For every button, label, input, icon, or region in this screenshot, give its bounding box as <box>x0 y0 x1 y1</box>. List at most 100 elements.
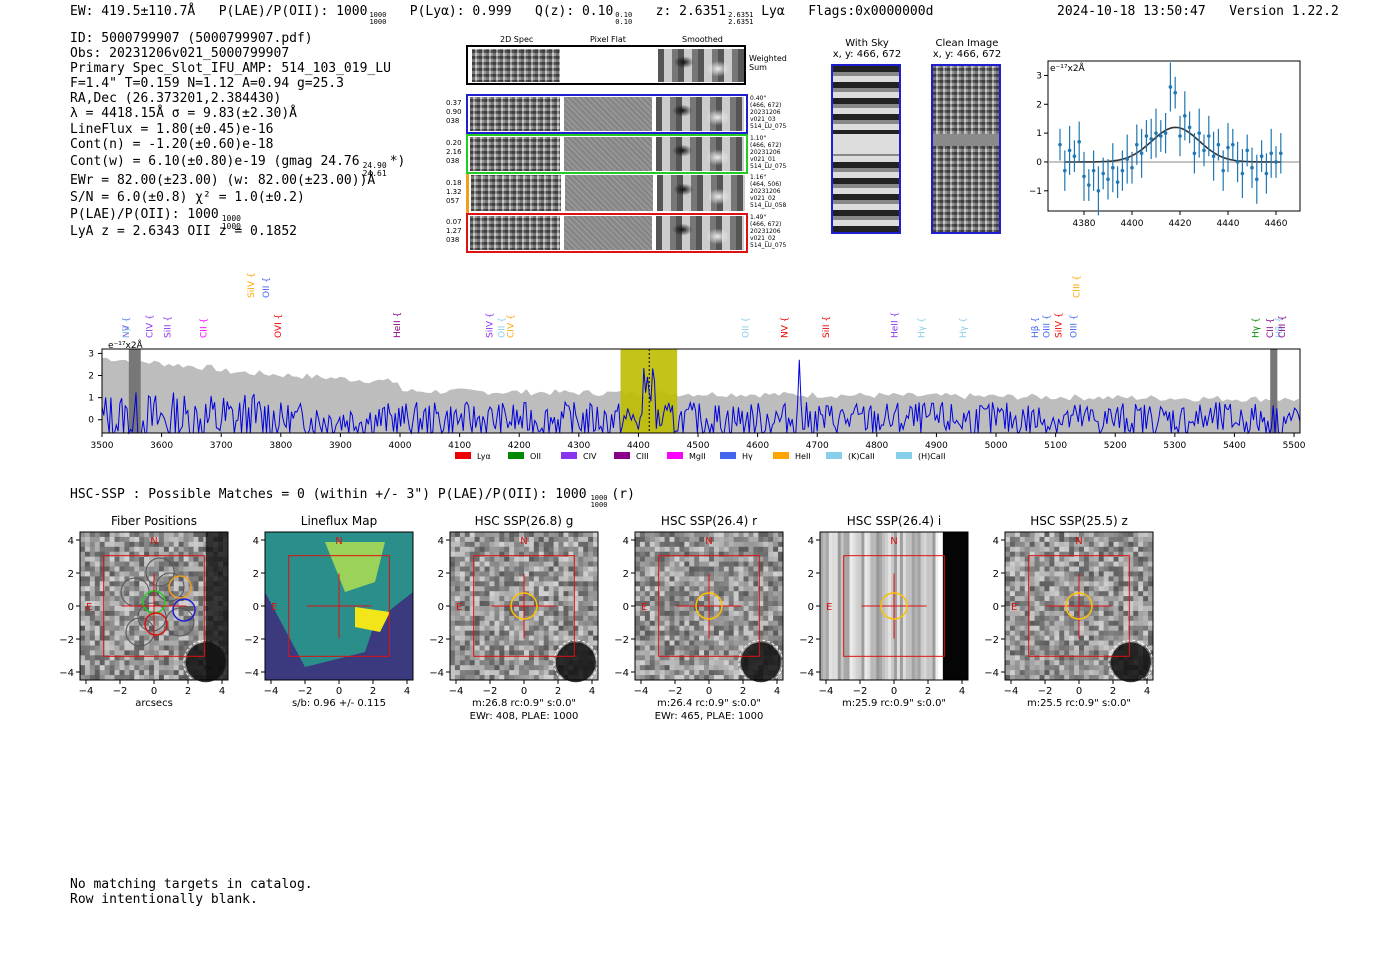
hsc-pixel <box>639 546 646 553</box>
hsc-pixel <box>509 586 515 592</box>
hsc-pixel <box>664 650 670 656</box>
hsc-pixel <box>454 581 461 587</box>
hsc-pixel <box>699 675 705 681</box>
hsc-pixel <box>709 670 715 676</box>
hsc-pixel <box>1019 532 1026 538</box>
hsc-pixel <box>450 532 456 538</box>
hsc-pixel <box>139 576 145 582</box>
hsc-pixel <box>158 556 165 562</box>
hsc-pixel <box>563 536 569 543</box>
hsc-pixel <box>674 586 680 592</box>
hsc-pixel <box>548 566 554 572</box>
hsc-pixel <box>1128 551 1134 557</box>
hsc-pixel <box>639 556 646 562</box>
hsc-pixel <box>568 571 574 577</box>
hsc-pixel <box>144 645 150 651</box>
hsc-pixel <box>684 596 690 602</box>
hsc-pixel <box>114 581 120 587</box>
hsc-pixel <box>1049 532 1055 538</box>
hsc-pixel <box>1128 536 1134 543</box>
hsc-pixel <box>528 625 535 631</box>
hsc-pixel <box>1024 536 1030 543</box>
qz-value: Q(z): 0.10 <box>535 4 614 19</box>
hsc-pixel <box>1079 586 1085 592</box>
hsc-pixel <box>514 625 520 631</box>
hsc-pixel <box>499 660 505 666</box>
hsc-pixel <box>644 532 651 538</box>
hsc-pixel <box>664 635 670 641</box>
hsc-pixel <box>1064 581 1070 587</box>
hsc-pixel <box>1019 635 1026 641</box>
hsc-pixel <box>694 650 700 656</box>
hsc-pixel <box>639 561 646 567</box>
spectrum-line-label: CIV { <box>146 314 156 338</box>
hsc-pixel <box>163 601 170 607</box>
hsc-pixel <box>1079 576 1085 582</box>
hsc-pixel <box>144 586 150 592</box>
hsc-pixel <box>504 606 510 612</box>
hsc-pixel <box>635 625 641 631</box>
hsc-pixel <box>738 541 744 548</box>
hsc-pixel <box>1009 596 1016 602</box>
hsc-pixel <box>134 670 140 676</box>
hsc-pixel <box>713 571 720 577</box>
east-label: E <box>271 602 277 613</box>
hsc-panel-title: HSC SSP(25.5) z <box>1030 514 1128 528</box>
hsc-pixel <box>558 596 564 602</box>
hsc-pixel <box>158 546 165 553</box>
hsc-pixel <box>763 571 769 577</box>
hsc-xtick-label: 4 <box>1144 686 1150 697</box>
hsc-pixel <box>1034 675 1040 681</box>
hsc-pixel <box>1044 655 1050 661</box>
hsc-pixel <box>154 591 160 597</box>
hsc-pixel <box>704 571 710 577</box>
row4-2dspec <box>470 216 560 250</box>
hsc-pixel <box>474 532 480 538</box>
hsc-pixel <box>1128 596 1134 602</box>
hsc-pixel <box>699 615 705 622</box>
hsc-pixel <box>573 610 579 617</box>
hsc-pixel <box>94 665 101 671</box>
hsc-pixel <box>1143 556 1149 562</box>
hsc-pixel <box>568 630 574 636</box>
hsc-pixel <box>659 645 665 651</box>
hsc-pixel <box>654 620 660 627</box>
hsc-pixel <box>1009 635 1016 641</box>
spectrum-line-label: OIII { <box>1070 314 1080 338</box>
hsc-pixel <box>758 541 764 548</box>
hsc-pixel <box>1093 635 1100 641</box>
hsc-pixel <box>188 556 194 562</box>
hsc-pixel <box>1019 620 1026 627</box>
hsc-pixel <box>464 630 471 636</box>
hsc-pixel <box>104 625 110 631</box>
hsc-pixel <box>494 645 500 651</box>
hsc-pixel <box>1118 596 1124 602</box>
hsc-pixel <box>1079 532 1085 538</box>
hsc-pixel <box>583 625 589 631</box>
hsc-pixel <box>514 620 520 627</box>
hsc-pixel <box>1054 581 1060 587</box>
hsc-pixel <box>129 596 135 602</box>
hsc-pixel <box>109 591 115 597</box>
hsc-pixel <box>689 675 695 681</box>
hsc-pixel <box>1064 586 1070 592</box>
hsc-pixel <box>738 610 744 617</box>
hsc-pixel <box>129 551 135 557</box>
hsc-pixel <box>193 532 199 538</box>
hsc-pixel <box>713 645 720 651</box>
hsc-pixel <box>84 556 91 562</box>
hsc-pixel <box>183 561 189 567</box>
hsc-pixel <box>173 581 179 587</box>
hsc-pixel <box>1039 635 1045 641</box>
hsc-pixel <box>104 571 110 577</box>
hsc-pixel <box>168 601 175 607</box>
hsc-pixel <box>753 596 759 602</box>
hsc-pixel <box>1088 571 1095 577</box>
hsc-pixel <box>1044 645 1050 651</box>
hsc-pixel <box>149 536 155 543</box>
hsc-pixel <box>1108 581 1114 587</box>
hsc-pixel <box>768 630 774 636</box>
hsc-pixel <box>450 546 456 553</box>
hsc-pixel <box>1074 630 1080 636</box>
hsc-pixel <box>1019 606 1026 612</box>
